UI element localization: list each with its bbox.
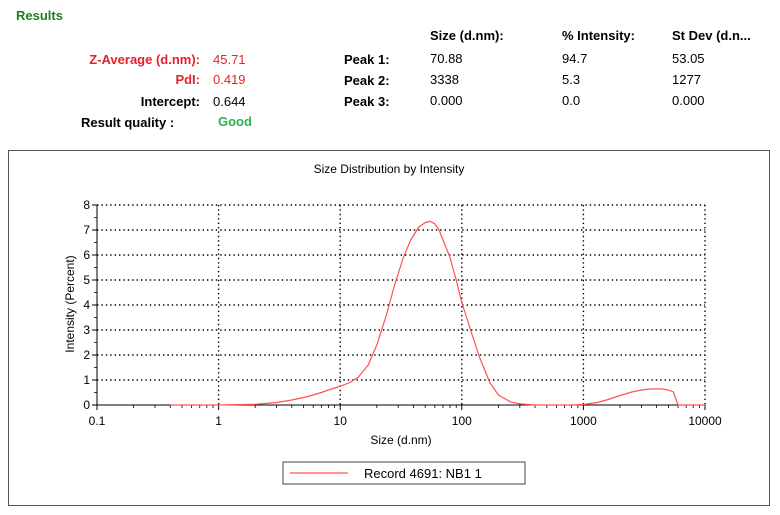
peak-2-intensity: 5.3 [562, 72, 581, 87]
y-tick-label: 3 [83, 323, 90, 337]
pdi-label: PdI: [175, 72, 200, 87]
x-tick-label: 1000 [570, 414, 597, 428]
column-stdev: St Dev (d.n... [672, 28, 751, 43]
x-axis-label: Size (d.nm) [370, 433, 431, 447]
intercept-value: 0.644 [213, 94, 246, 109]
x-tick-label: 100 [452, 414, 472, 428]
y-tick-label: 5 [83, 273, 90, 287]
series-layer [170, 220, 705, 406]
legend-box [282, 461, 526, 485]
y-axis-label: Intensity (Percent) [63, 255, 77, 352]
intercept-label: Intercept: [140, 94, 200, 109]
x-tick-label: 10 [334, 414, 348, 428]
peak-2-label: Peak 2: [344, 73, 390, 88]
legend-entry: Record 4691: NB1 1 [364, 466, 482, 481]
peak-3-intensity: 0.0 [562, 93, 581, 108]
x-tick-label: 0.1 [89, 414, 106, 428]
peak-1-stdev: 53.05 [672, 51, 705, 66]
peak-2-stdev: 1277 [672, 72, 701, 87]
y-tick-label: 8 [83, 198, 90, 212]
peak-3-label: Peak 3: [344, 94, 390, 109]
grid-lines [97, 204, 706, 405]
y-tick-label: 0 [83, 398, 90, 412]
y-tick-label: 1 [83, 373, 90, 387]
peak-1-size: 70.88 [430, 51, 463, 66]
y-tick-label: 7 [83, 223, 90, 237]
z-average-value: 45.71 [213, 52, 246, 67]
tick-labels: 0 1 2 3 4 5 6 7 8 0.1 1 10 100 1000 10000 [83, 198, 722, 428]
y-tick-label: 6 [83, 248, 90, 262]
peak-1-label: Peak 1: [344, 52, 390, 67]
result-quality-label: Result quality : [81, 115, 175, 130]
results-heading: Results [16, 8, 63, 23]
y-tick-label: 2 [83, 348, 90, 362]
legend: Record 4691: NB1 1 [282, 461, 526, 485]
peak-3-size: 0.000 [430, 93, 463, 108]
column-intensity: % Intensity: [562, 28, 635, 43]
peak-3-stdev: 0.000 [672, 93, 705, 108]
y-tick-label: 4 [83, 298, 90, 312]
pdi-value: 0.419 [213, 72, 246, 87]
column-size: Size (d.nm): [430, 28, 504, 43]
chart-title: Size Distribution by Intensity [314, 162, 465, 176]
z-average-label: Z-Average (d.nm): [89, 52, 200, 67]
peak-1-intensity: 94.7 [562, 51, 588, 66]
x-tick-label: 1 [215, 414, 222, 428]
result-quality-value: Good [218, 114, 252, 129]
x-tick-label: 10000 [688, 414, 722, 428]
axes [92, 204, 706, 410]
series-line-record-4691 [170, 220, 705, 406]
chart-panel [8, 150, 770, 506]
peak-2-size: 3338 [430, 72, 459, 87]
